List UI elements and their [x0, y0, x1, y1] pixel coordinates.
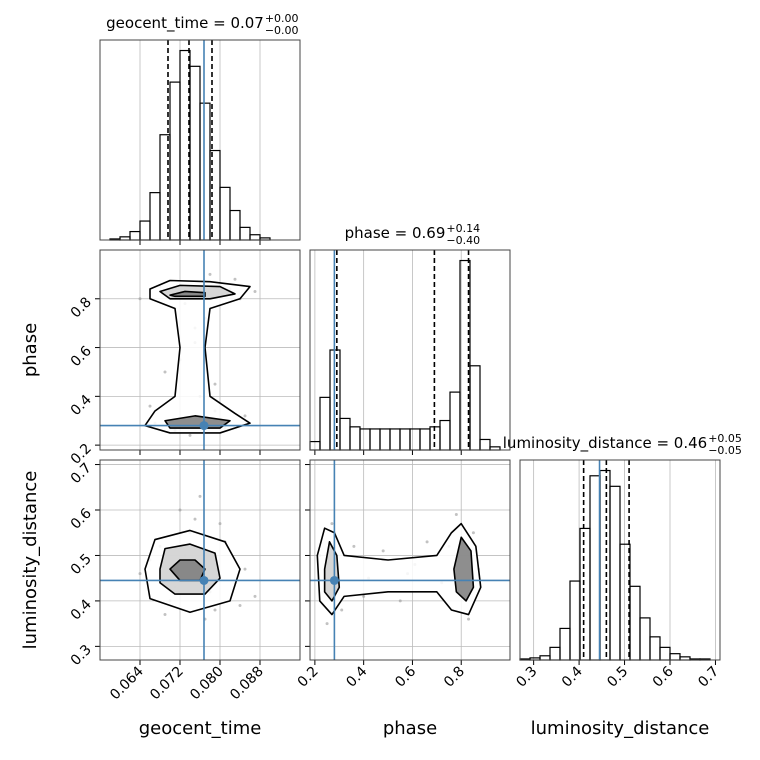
sample-point: [362, 594, 366, 598]
x-tick-label: 0.088: [227, 664, 267, 704]
sample-point: [193, 517, 197, 521]
sample-point: [148, 404, 152, 408]
panel-frame: [99, 39, 301, 241]
y-axis-label: phase: [20, 323, 41, 377]
sample-point: [243, 414, 247, 418]
panel-title: geocent_time = 0.07: [106, 14, 264, 33]
panel-frame: [309, 459, 511, 661]
contour: [316, 522, 482, 616]
sample-point: [454, 513, 458, 517]
sample-point: [238, 603, 242, 607]
x-axis-label: luminosity_distance: [531, 718, 710, 739]
y-tick-label: 0.4: [68, 596, 95, 623]
x-tick-label: 0.4: [559, 663, 586, 690]
x-tick-label: 0.7: [695, 664, 722, 691]
sample-point: [471, 531, 475, 535]
x-tick-label: 0.6: [392, 663, 419, 690]
x-tick-label: 0.064: [107, 663, 147, 703]
title-minus: −0.40: [446, 234, 480, 247]
sample-point: [138, 297, 142, 301]
panel: [310, 250, 510, 450]
truth-point: [199, 575, 209, 585]
sample-point: [330, 522, 334, 526]
sample-point: [218, 522, 222, 526]
panel-frame: [99, 249, 301, 451]
x-tick-label: 0.3: [513, 664, 540, 691]
x-tick-label: 0.2: [295, 664, 322, 691]
x-tick-label: 0.072: [147, 664, 187, 704]
y-tick-label: 0.4: [68, 392, 95, 419]
sample-point: [163, 370, 167, 374]
y-tick-label: 0.7: [68, 460, 95, 487]
panel-frame: [99, 459, 301, 661]
truth-point: [199, 421, 209, 431]
x-tick-label: 0.080: [187, 664, 227, 704]
title-plus: +0.14: [446, 222, 480, 235]
x-axis-label: phase: [383, 718, 437, 739]
contour: [453, 536, 475, 602]
y-axis-label: luminosity_distance: [20, 471, 41, 650]
y-tick-label: 0.6: [68, 505, 95, 532]
x-tick-label: 0.5: [604, 664, 631, 691]
sample-point: [208, 272, 212, 276]
contour: [169, 290, 206, 298]
sample-point: [253, 594, 257, 598]
sample-point: [398, 599, 402, 603]
sample-point: [178, 508, 182, 512]
sample-point: [163, 613, 167, 617]
sample-point: [138, 572, 142, 576]
y-tick-label: 0.5: [68, 551, 95, 578]
sample-point: [340, 608, 344, 612]
panel-frame: [519, 459, 721, 661]
sample-point: [467, 617, 471, 621]
truth-point: [329, 575, 339, 585]
x-tick-label: 0.8: [441, 664, 468, 691]
sample-point: [425, 540, 429, 544]
sample-point: [352, 544, 356, 548]
x-tick-label: 0.6: [650, 663, 677, 690]
title-minus: −0.00: [265, 24, 299, 37]
y-tick-label: 0.8: [68, 294, 95, 321]
sample-point: [253, 289, 257, 293]
sample-point: [213, 608, 217, 612]
sample-point: [325, 622, 329, 626]
x-axis-label: geocent_time: [139, 718, 262, 739]
panel-title: luminosity_distance = 0.46: [503, 434, 707, 453]
sample-point: [188, 433, 192, 437]
y-tick-label: 0.6: [68, 343, 95, 370]
title-minus: −0.05: [708, 444, 742, 457]
title-plus: +0.05: [708, 432, 742, 445]
panel-title: phase = 0.69: [345, 224, 446, 242]
x-tick-label: 0.4: [343, 663, 370, 690]
panel-frame: [309, 249, 511, 451]
sample-point: [381, 549, 385, 553]
title-plus: +0.00: [265, 12, 299, 25]
contour: [144, 279, 251, 434]
y-tick-label: 0.3: [68, 642, 95, 669]
sample-point: [233, 277, 237, 281]
sample-point: [213, 382, 217, 386]
contour: [323, 541, 341, 602]
sample-point: [198, 494, 202, 498]
sample-point: [243, 567, 247, 571]
